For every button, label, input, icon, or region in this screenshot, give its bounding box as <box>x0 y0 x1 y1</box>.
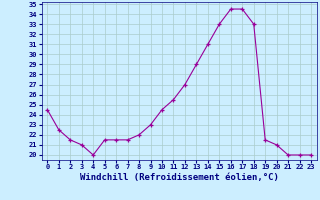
X-axis label: Windchill (Refroidissement éolien,°C): Windchill (Refroidissement éolien,°C) <box>80 173 279 182</box>
